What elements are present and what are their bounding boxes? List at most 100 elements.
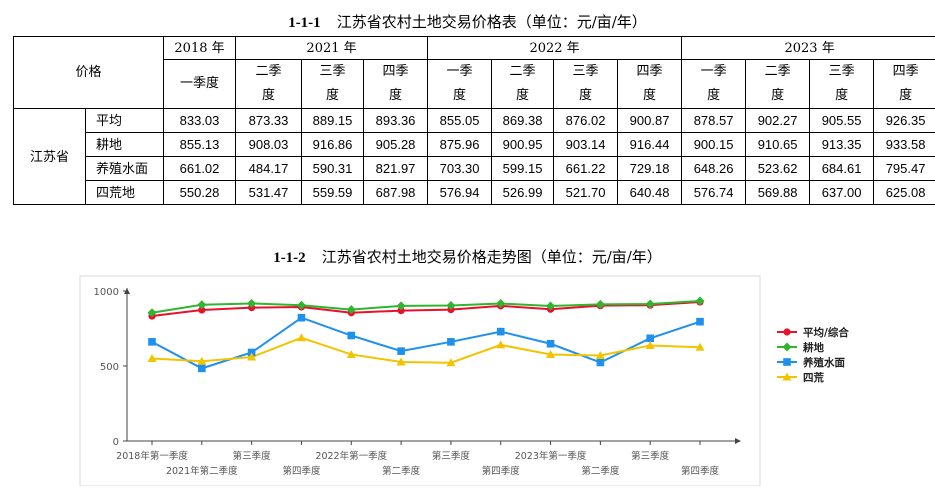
chart-caption-text: 江苏省农村土地交易价格走势图（单位：元/亩/年）: [322, 248, 662, 266]
table-cell: 916.44: [618, 133, 682, 157]
y-tick-label: 500: [100, 362, 119, 373]
table-cell: 926.35: [874, 109, 935, 133]
quarter-header-text: 三季: [829, 64, 855, 79]
quarter-header: 三季度: [810, 60, 874, 109]
table-cell: 902.27: [746, 109, 810, 133]
x-tick-label: 第三季度: [432, 450, 471, 462]
quarter-header: 一季度: [682, 60, 746, 109]
table-caption-text: 江苏省农村土地交易价格表（单位：元/亩/年）: [337, 13, 647, 31]
table-cell: 873.33: [236, 109, 302, 133]
data-point: [597, 359, 605, 367]
quarter-header: 二季度: [236, 60, 302, 109]
table-cell: 910.65: [746, 133, 810, 157]
legend-marker: [783, 358, 791, 366]
table-cell: 821.97: [364, 157, 428, 181]
quarter-header-text: 一季: [701, 64, 727, 79]
data-point: [148, 338, 156, 346]
x-tick-label: 第三季度: [233, 450, 272, 462]
quarter-header: 二季度: [492, 60, 554, 109]
table-cell: 795.47: [874, 157, 935, 181]
chart-caption: 1-1-2 江苏省农村土地交易价格走势图（单位：元/亩/年）: [0, 246, 935, 267]
x-tick-label: 第四季度: [282, 465, 321, 477]
quarter-header: 四季度: [874, 60, 935, 109]
table-cell: 878.57: [682, 109, 746, 133]
table-cell: 569.88: [746, 181, 810, 205]
quarter-header-text: 一季度: [180, 76, 219, 91]
data-point: [397, 347, 405, 355]
quarter-header: 三季度: [554, 60, 618, 109]
quarter-header-text: 度: [707, 88, 720, 103]
table-cell: 661.22: [554, 157, 618, 181]
table-cell: 625.08: [874, 181, 935, 205]
data-point: [696, 318, 704, 326]
quarter-header: 二季度: [746, 60, 810, 109]
legend-marker: [783, 328, 790, 335]
table-cell: 703.30: [428, 157, 492, 181]
table-cell: 531.47: [236, 181, 302, 205]
table-cell: 900.95: [492, 133, 554, 157]
quarter-header-text: 一季: [447, 64, 473, 79]
table-cell: 576.74: [682, 181, 746, 205]
quarter-header-text: 二季: [765, 64, 791, 79]
table-cell: 637.00: [810, 181, 874, 205]
table-cell: 687.98: [364, 181, 428, 205]
row-label: 养殖水面: [86, 157, 164, 181]
table-cell: 590.31: [302, 157, 364, 181]
table-caption-number: 1-1-1: [288, 15, 321, 31]
year-header: 2022 年: [428, 37, 682, 60]
table-cell: 933.58: [874, 133, 935, 157]
series-line: [152, 318, 700, 369]
data-point: [596, 300, 605, 309]
table-cell: 576.94: [428, 181, 492, 205]
table-caption: 1-1-1 江苏省农村土地交易价格表（单位：元/亩/年）: [0, 11, 935, 32]
quarter-header-text: 四季: [383, 64, 409, 79]
x-tick-label: 第三季度: [631, 450, 670, 462]
table-cell: 833.03: [164, 109, 236, 133]
data-point: [646, 299, 655, 308]
table-cell: 855.13: [164, 133, 236, 157]
price-header-cell: 价格: [14, 37, 164, 109]
quarter-header-text: 四季: [637, 64, 663, 79]
chart-svg: 050010002018年第一季度2021年第二季度第三季度第四季度2022年第…: [0, 268, 935, 486]
table-cell: 905.55: [810, 109, 874, 133]
quarter-header-text: 二季: [256, 64, 282, 79]
table-cell: 916.86: [302, 133, 364, 157]
table-cell: 876.02: [554, 109, 618, 133]
table-cell: 729.18: [618, 157, 682, 181]
chart-caption-number: 1-1-2: [273, 250, 306, 266]
row-label: 平均: [86, 109, 164, 133]
data-point: [198, 365, 206, 373]
x-tick-label: 2023年第一季度: [515, 450, 587, 462]
table-cell: 900.15: [682, 133, 746, 157]
quarter-header-text: 度: [262, 88, 275, 103]
data-point: [547, 340, 555, 348]
row-label: 四荒地: [86, 181, 164, 205]
region-cell: 江苏省: [14, 109, 86, 205]
table-cell: 905.28: [364, 133, 428, 157]
quarter-header-text: 四季: [893, 64, 919, 79]
x-tick-label: 2018年第一季度: [116, 450, 188, 462]
table-cell: 900.87: [618, 109, 682, 133]
year-header: 2023 年: [682, 37, 935, 60]
x-tick-label: 2021年第二季度: [166, 465, 238, 477]
year-header: 2021 年: [236, 37, 428, 60]
data-point: [298, 314, 306, 322]
x-tick-label: 第二季度: [581, 465, 620, 477]
table-cell: 661.02: [164, 157, 236, 181]
table-cell: 913.35: [810, 133, 874, 157]
quarter-header-text: 三季: [573, 64, 599, 79]
table-cell: 640.48: [618, 181, 682, 205]
data-point: [696, 296, 705, 305]
table-cell: 648.26: [682, 157, 746, 181]
legend-label: 养殖水面: [802, 356, 845, 369]
x-tick-label: 2022年第一季度: [315, 450, 387, 462]
table-cell: 903.14: [554, 133, 618, 157]
table-cell: 908.03: [236, 133, 302, 157]
x-tick-label: 第四季度: [482, 465, 521, 477]
data-point: [497, 328, 505, 336]
y-tick-label: 1000: [94, 287, 119, 298]
